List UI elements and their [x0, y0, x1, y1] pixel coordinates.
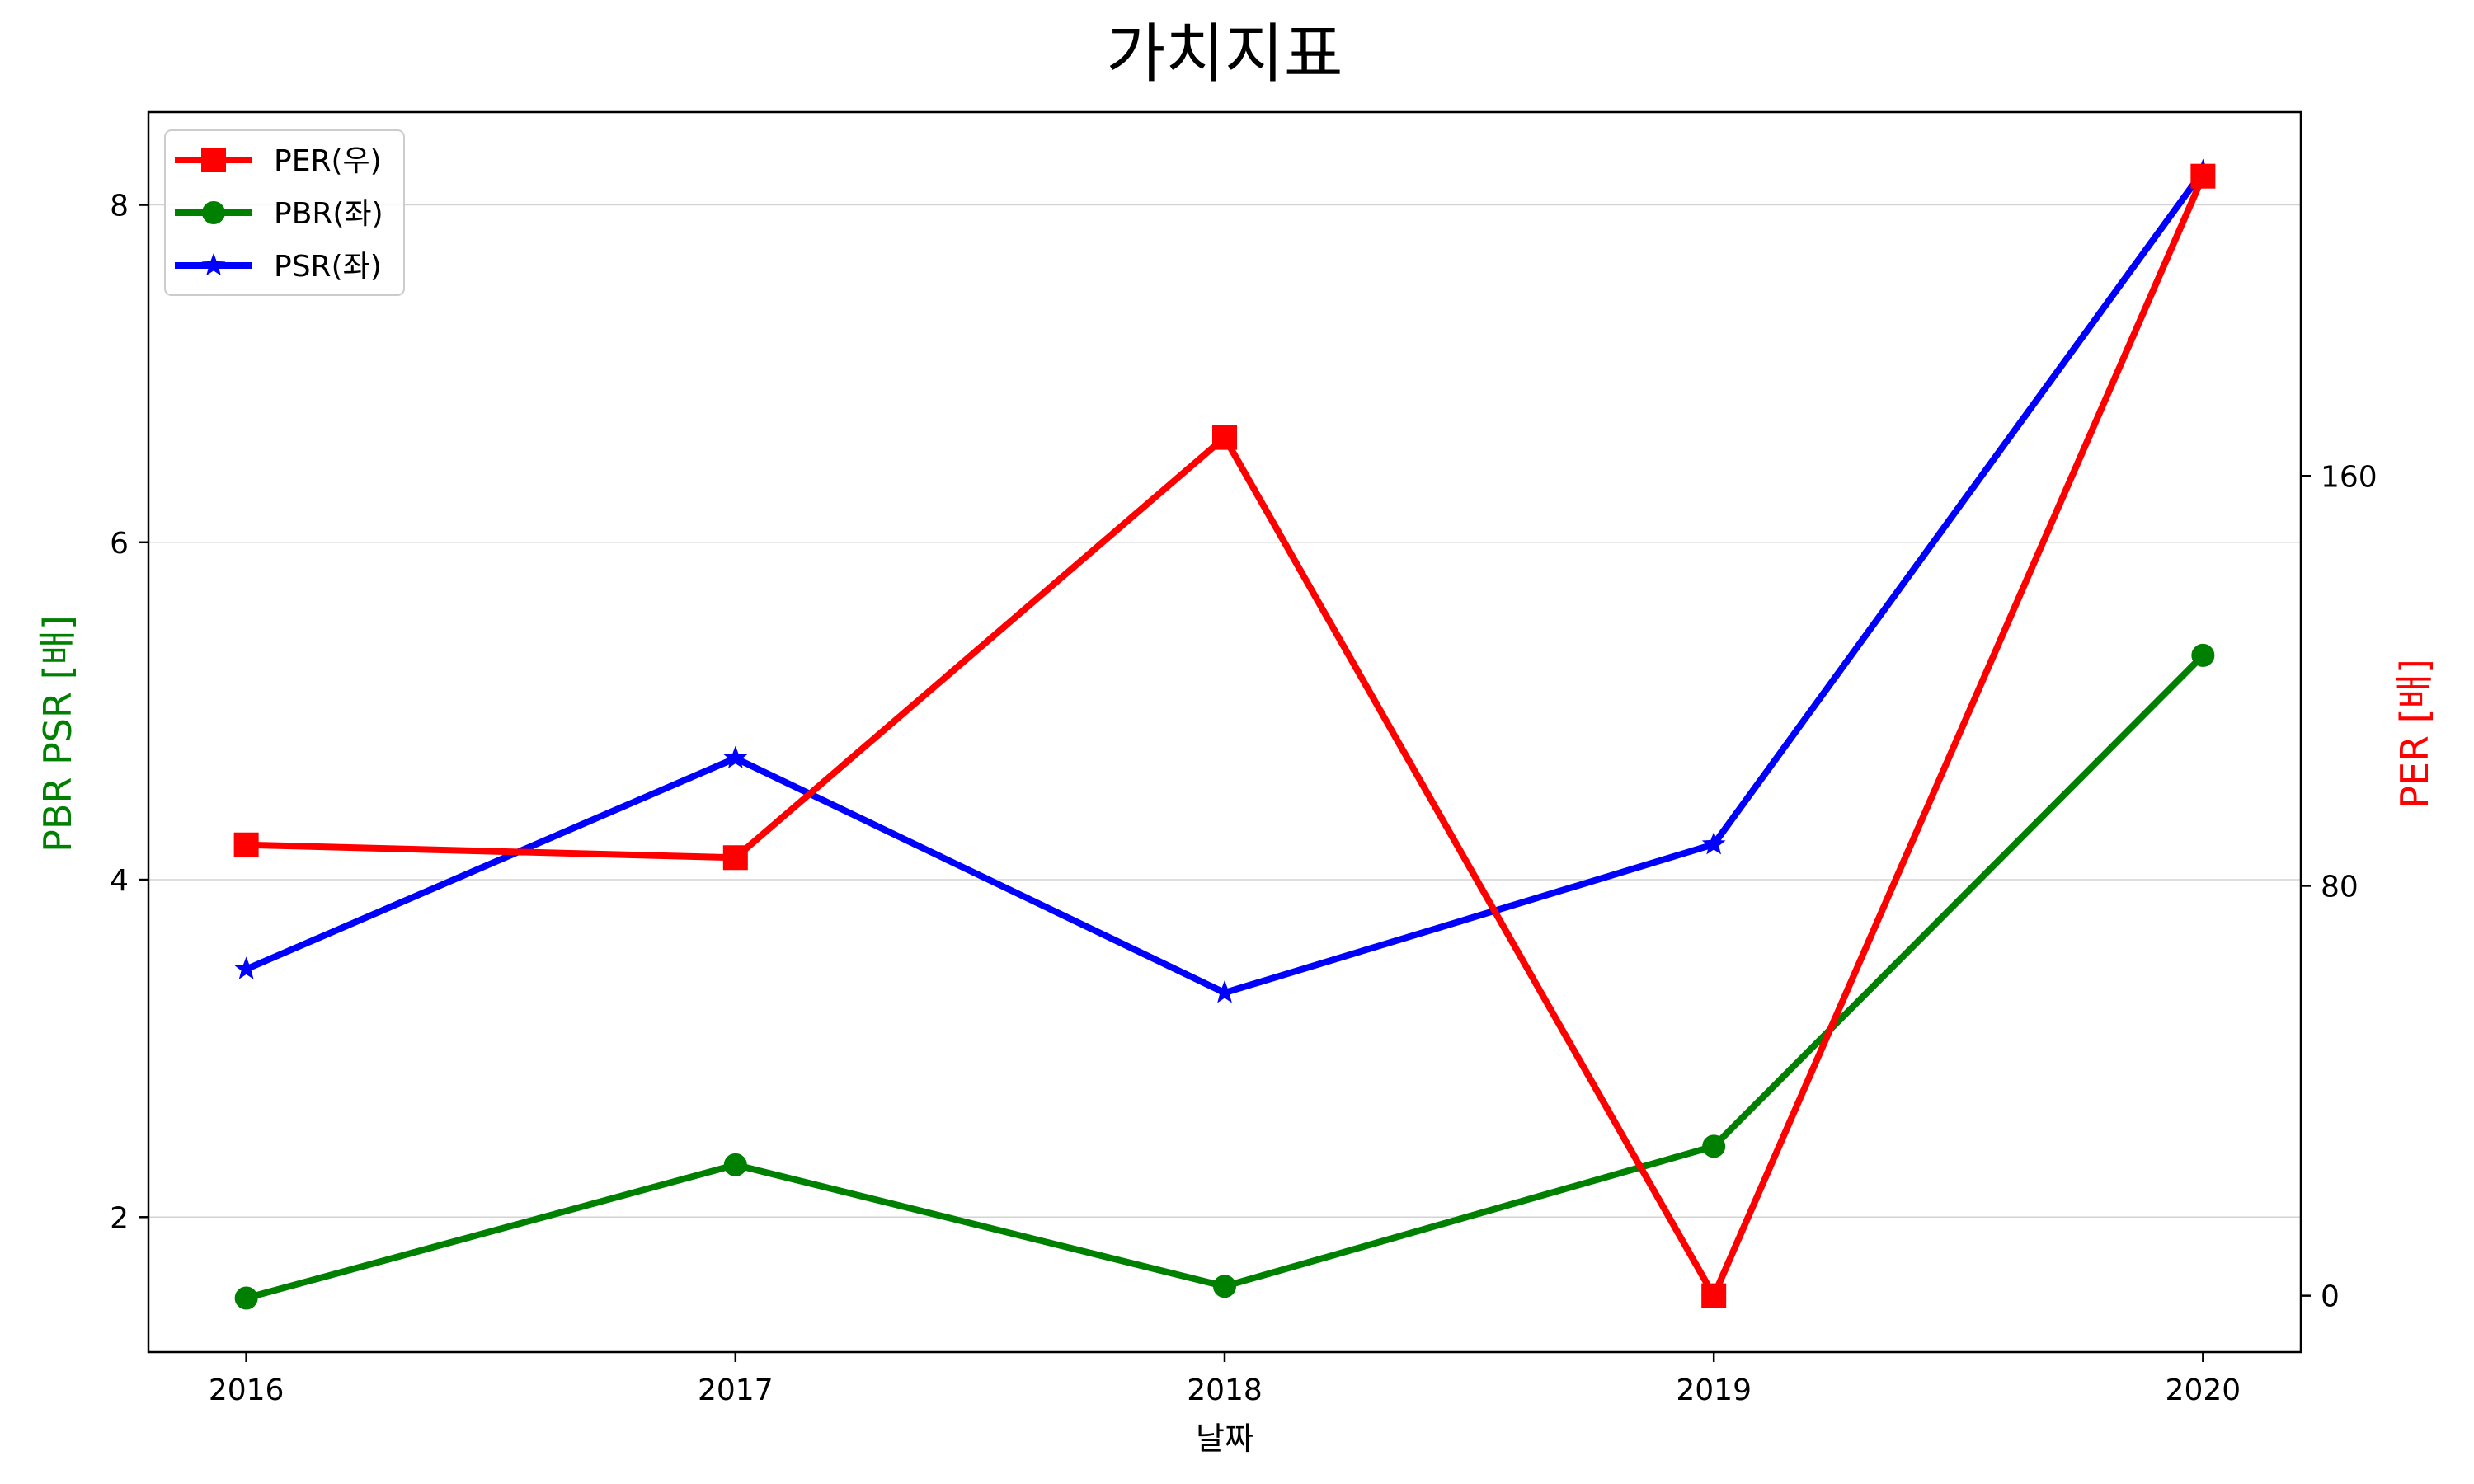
- per-point: [1701, 1283, 1727, 1308]
- x-tick-label: 2018: [1187, 1374, 1263, 1407]
- psr-point: [1701, 831, 1726, 855]
- grid-lines: [148, 204, 2301, 1219]
- legend-label-psr: PSR(좌): [274, 250, 382, 284]
- legend-marker-psr: [201, 252, 226, 276]
- x-tick-label: 2019: [1676, 1374, 1752, 1407]
- pbr-point: [2191, 643, 2215, 667]
- per-point: [1212, 425, 1237, 450]
- legend-marker-pbr: [202, 201, 225, 224]
- left-y-tick-label: 2: [110, 1201, 129, 1235]
- psr-point: [1212, 979, 1237, 1003]
- legend: PER(우) PBR(좌) PSR(좌): [164, 129, 405, 296]
- right-y-tick-label: 0: [2321, 1280, 2340, 1314]
- x-axis-ticks: 2016 2017 2018 2019 2020: [209, 1352, 2241, 1407]
- right-y-tick-label: 160: [2321, 460, 2378, 494]
- legend-label-per: PER(우): [274, 144, 382, 178]
- left-y-tick-label: 8: [110, 190, 129, 223]
- pbr-point: [723, 1153, 747, 1176]
- left-y-axis-ticks: 2 4 6 8: [110, 190, 148, 1235]
- psr-point: [723, 745, 748, 768]
- per-series: [233, 163, 2216, 1308]
- x-tick-label: 2017: [698, 1374, 774, 1407]
- pbr-point: [1702, 1134, 1726, 1158]
- right-y-axis-label: PER [배]: [2392, 659, 2437, 809]
- chart-title: 가치지표: [1106, 17, 1343, 92]
- x-tick-label: 2020: [2166, 1374, 2241, 1407]
- left-y-tick-label: 6: [110, 527, 129, 561]
- x-axis-label: 날짜: [1196, 1421, 1253, 1457]
- per-point: [233, 832, 259, 857]
- psr-point: [234, 956, 258, 979]
- per-point: [2190, 163, 2216, 189]
- pbr-point: [1213, 1275, 1236, 1298]
- left-y-axis-label: PBR PSR [배]: [35, 615, 80, 852]
- per-point: [722, 845, 748, 871]
- legend-label-pbr: PBR(좌): [274, 197, 383, 231]
- left-y-tick-label: 4: [110, 864, 129, 898]
- pbr-series: [234, 643, 2215, 1310]
- x-tick-label: 2016: [209, 1374, 285, 1407]
- legend-marker-per: [201, 148, 226, 172]
- pbr-point: [234, 1286, 258, 1310]
- series-layer: [233, 158, 2216, 1310]
- right-y-axis-ticks: 0 80 160: [2301, 460, 2378, 1314]
- right-y-tick-label: 80: [2321, 870, 2359, 904]
